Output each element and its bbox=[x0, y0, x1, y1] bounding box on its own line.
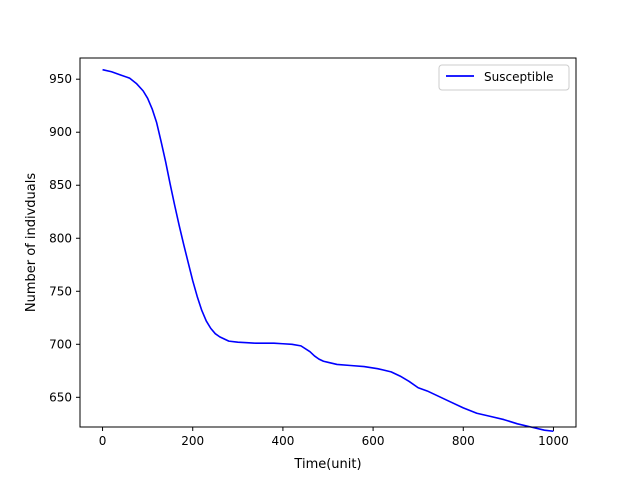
x-tick-label: 0 bbox=[99, 434, 107, 448]
y-tick-label: 700 bbox=[49, 337, 72, 351]
ticks-layer: 0 200 400 600 800 1000 650 700 750 800 850 900 950 bbox=[49, 72, 569, 448]
x-axis-label: Time(unit) bbox=[293, 457, 361, 472]
series-line-susceptible bbox=[102, 68, 554, 433]
y-tick-label: 800 bbox=[49, 231, 72, 245]
x-tick-label: 400 bbox=[271, 434, 294, 448]
legend-label: Susceptible bbox=[484, 70, 553, 84]
y-tick-label: 650 bbox=[49, 390, 72, 404]
x-tick-label: 200 bbox=[181, 434, 204, 448]
x-tick-label: 600 bbox=[362, 434, 385, 448]
x-tick-label: 1000 bbox=[538, 434, 569, 448]
series-layer bbox=[102, 68, 554, 433]
y-axis-label: Number of indivduals bbox=[24, 173, 39, 312]
y-tick-label: 950 bbox=[49, 72, 72, 86]
y-tick-label: 900 bbox=[49, 125, 72, 139]
legend-box bbox=[438, 64, 570, 91]
x-tick-label: 800 bbox=[452, 434, 475, 448]
y-tick-label: 750 bbox=[49, 284, 72, 298]
axes-frame bbox=[79, 57, 577, 428]
y-tick-label: 850 bbox=[49, 178, 72, 192]
legend: Susceptible bbox=[438, 64, 570, 91]
